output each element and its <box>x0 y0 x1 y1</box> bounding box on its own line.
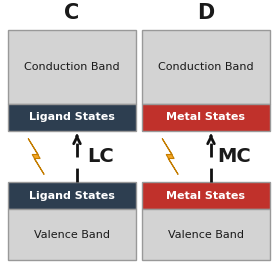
Bar <box>142 209 270 260</box>
Polygon shape <box>28 138 44 175</box>
Bar <box>142 104 270 131</box>
Text: Conduction Band: Conduction Band <box>24 62 120 72</box>
Bar <box>142 182 270 209</box>
Text: Conduction Band: Conduction Band <box>158 62 254 72</box>
Text: Metal States: Metal States <box>167 112 245 122</box>
Bar <box>142 30 270 104</box>
Text: LC: LC <box>87 147 113 166</box>
Polygon shape <box>162 138 178 175</box>
Text: Valence Band: Valence Band <box>168 230 244 240</box>
Text: Ligand States: Ligand States <box>29 191 115 201</box>
Text: MC: MC <box>217 147 251 166</box>
Bar <box>8 30 136 104</box>
Bar <box>8 182 136 209</box>
Text: Valence Band: Valence Band <box>34 230 110 240</box>
Text: D: D <box>197 3 215 23</box>
Bar <box>8 209 136 260</box>
Bar <box>8 104 136 131</box>
Text: Ligand States: Ligand States <box>29 112 115 122</box>
Text: C: C <box>64 3 80 23</box>
Text: Metal States: Metal States <box>167 191 245 201</box>
